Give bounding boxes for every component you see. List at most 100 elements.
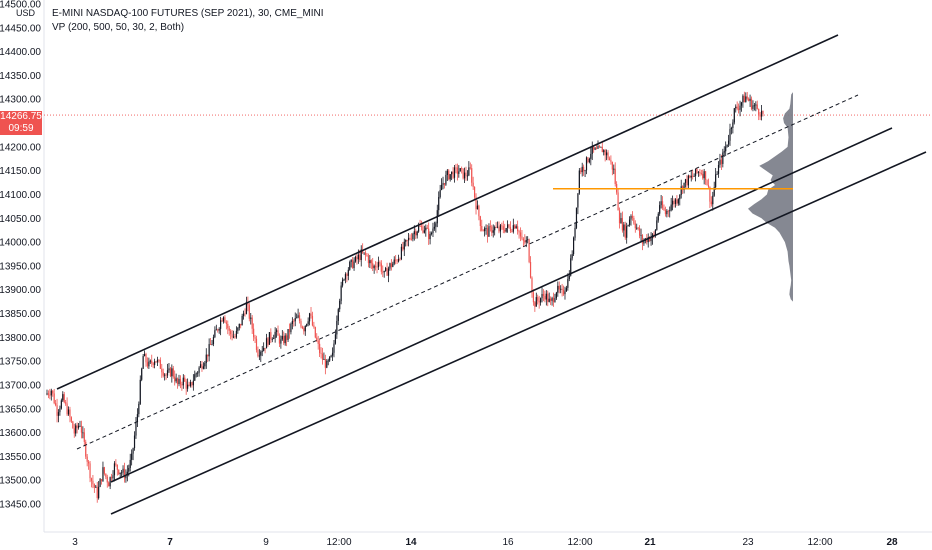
- candle-body: [263, 347, 265, 351]
- candle-body: [548, 298, 550, 302]
- indicator-legend[interactable]: VP (200, 500, 50, 30, 2, Both): [52, 22, 185, 33]
- candle-body: [179, 378, 182, 385]
- candle-body: [397, 258, 400, 262]
- candle-body: [96, 486, 98, 499]
- candle-body: [52, 390, 54, 394]
- last-price-tag: 14266.75 09:59: [0, 111, 42, 135]
- candle-body: [264, 347, 266, 349]
- candle-body: [184, 377, 186, 382]
- candle-body: [224, 317, 226, 323]
- price-tick-label: 13900.00: [0, 285, 41, 296]
- candle-body: [753, 105, 755, 107]
- candle-body: [745, 96, 747, 103]
- candle-body: [83, 432, 85, 442]
- candle-body: [152, 363, 154, 365]
- candle-body: [67, 409, 70, 415]
- candle-body: [542, 293, 545, 296]
- price-tick-label: 13450.00: [0, 500, 41, 511]
- candle-body: [715, 174, 717, 188]
- candle-body: [743, 95, 745, 103]
- candle-body: [613, 168, 615, 170]
- candle-body: [472, 182, 474, 187]
- trend-channel-drawings[interactable]: [56, 34, 927, 515]
- candle-body: [255, 338, 258, 350]
- candle-body: [168, 368, 170, 371]
- middle-channel-line[interactable]: [110, 127, 893, 483]
- price-axis[interactable]: 14500.00 14450.00 14400.00 14350.00 14300.00…: [0, 0, 41, 511]
- candle-body: [679, 194, 681, 200]
- candle-body: [564, 291, 566, 295]
- candle-body: [459, 168, 461, 172]
- candle-body: [254, 337, 256, 339]
- candle-body: [352, 259, 354, 269]
- candle-body: [590, 153, 592, 159]
- candle-body: [230, 330, 232, 335]
- candle-body: [534, 302, 536, 307]
- candle-body: [713, 187, 715, 196]
- candle-body: [736, 106, 738, 109]
- candle-body: [63, 394, 65, 403]
- candle-body: [587, 157, 589, 163]
- candle-body: [552, 297, 555, 302]
- candle-body: [156, 359, 159, 363]
- candle-body: [703, 171, 705, 179]
- candle-body: [70, 417, 72, 422]
- candle-body: [334, 334, 337, 344]
- upper-channel-line[interactable]: [56, 34, 839, 390]
- candle-body: [501, 225, 503, 227]
- candle-body: [151, 360, 153, 364]
- median-channel-line[interactable]: [76, 94, 859, 450]
- candle-body: [640, 235, 642, 236]
- candle-body: [367, 255, 370, 264]
- candle-body: [756, 104, 758, 109]
- price-tick-label: 14100.00: [0, 190, 41, 201]
- candle-body: [694, 169, 697, 176]
- lower-channel-line[interactable]: [110, 151, 927, 515]
- candle-body: [699, 171, 701, 174]
- candle-body: [524, 240, 526, 243]
- candle-body: [231, 334, 233, 338]
- time-axis[interactable]: 3 7 9 12:00 14 16 12:00 21 23 12:00 28: [72, 537, 898, 548]
- candle-body: [339, 300, 341, 310]
- candle-body: [103, 467, 105, 474]
- candle-body: [473, 186, 476, 198]
- candle-body: [595, 148, 598, 150]
- candle-body: [62, 394, 64, 401]
- candle-body: [687, 175, 689, 186]
- candle-body: [689, 175, 691, 178]
- candle-body: [175, 378, 177, 382]
- candle-body: [145, 353, 147, 363]
- candle-body: [340, 285, 342, 301]
- candle-body: [403, 241, 405, 250]
- candle-body: [228, 328, 230, 331]
- candle-body: [316, 337, 318, 341]
- candle-body: [565, 287, 568, 292]
- candle-body: [621, 218, 623, 231]
- candle-body: [154, 361, 156, 365]
- candle-body: [240, 323, 242, 326]
- candle-body: [102, 467, 104, 482]
- candle-body: [69, 409, 71, 418]
- candle-body: [171, 368, 173, 377]
- candle-body: [273, 338, 275, 339]
- candle-body: [442, 182, 444, 185]
- candle-body: [234, 336, 236, 338]
- candle-body: [508, 224, 510, 227]
- candle-body: [324, 358, 326, 368]
- candle-body: [225, 322, 227, 324]
- candle-body: [258, 355, 260, 357]
- candle-body: [158, 359, 160, 361]
- candle-body: [294, 318, 296, 322]
- candle-body: [538, 300, 540, 303]
- candle-body: [47, 393, 50, 395]
- candle-body: [657, 213, 659, 221]
- candle-body: [494, 227, 496, 231]
- candle-body: [506, 224, 509, 228]
- candle-body: [386, 268, 388, 276]
- candle-body: [360, 249, 362, 260]
- candle-body: [572, 237, 575, 255]
- candle-body: [627, 225, 629, 227]
- symbol-legend[interactable]: E-MINI NASDAQ-100 FUTURES (SEP 2021), 30…: [52, 8, 324, 19]
- candle-body: [758, 108, 760, 115]
